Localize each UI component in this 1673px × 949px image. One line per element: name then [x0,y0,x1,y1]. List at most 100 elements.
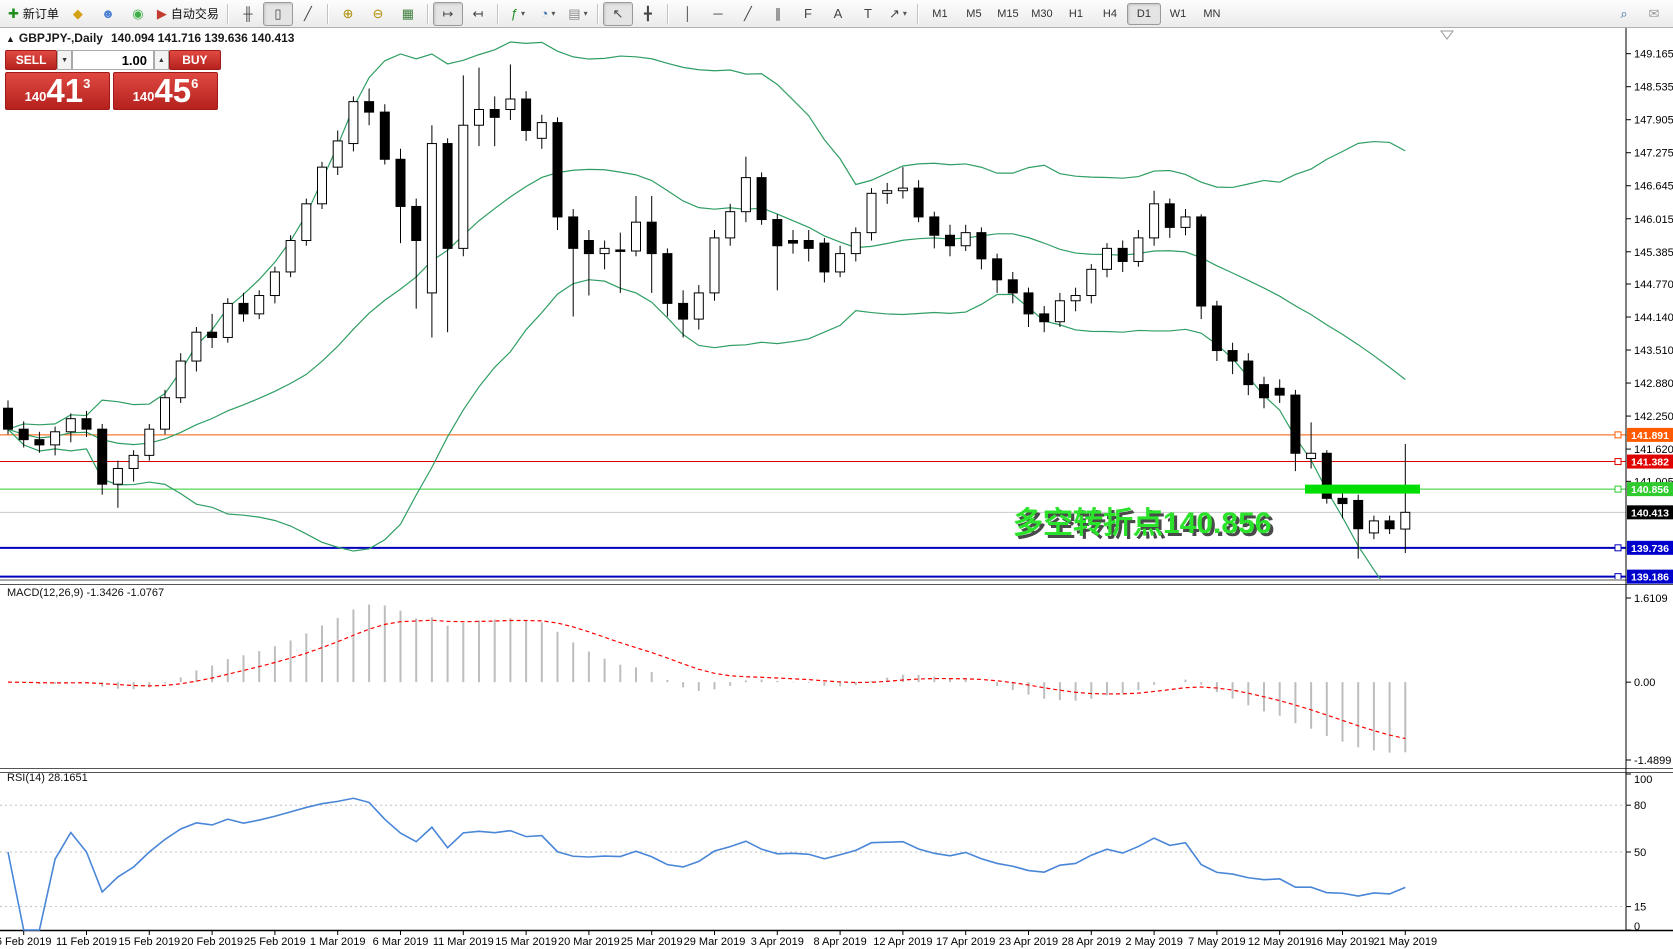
svg-text:141.891: 141.891 [1631,430,1669,442]
crosshair-button[interactable]: ╋ [633,2,663,26]
line-chart-button[interactable]: ╱ [293,2,323,26]
bar-chart-button[interactable]: ╫ [233,2,263,26]
svg-text:1 Mar 2019: 1 Mar 2019 [310,936,366,948]
candle-body [1227,350,1238,362]
candle-body [772,219,783,247]
svg-text:0.00: 0.00 [1634,677,1655,689]
timeframe-button-H1[interactable]: H1 [1068,7,1083,20]
candle-body [646,221,657,255]
arrows-button[interactable]: ↗ ▾ [883,2,913,26]
candle-body [442,143,453,249]
svg-text:25 Mar 2019: 25 Mar 2019 [621,936,683,948]
candle-body [788,240,798,244]
arrows-button-icon: ↗ [888,6,900,21]
candle-body [599,247,610,255]
candle-body [1211,305,1222,352]
candle-body [960,232,971,247]
timeframe-button-W1[interactable]: W1 [1169,7,1187,20]
support-highlight-bar[interactable] [1305,484,1420,494]
candle-body [81,418,92,430]
line-handle[interactable] [1614,431,1622,439]
text-button[interactable]: A [823,2,853,26]
chat-icon[interactable]: ✉ [1639,2,1669,26]
toolbar-separator [596,3,599,24]
templates-button[interactable]: ▤ ▾ [563,2,593,26]
svg-text:23 Apr 2019: 23 Apr 2019 [999,936,1058,948]
svg-text:144.770: 144.770 [1634,279,1673,291]
chart-shift-button[interactable]: ↤ [463,2,493,26]
volume-decrease-button[interactable]: ▼ [57,50,72,70]
svg-text:149.165: 149.165 [1634,49,1673,61]
line-handle[interactable] [1614,544,1622,552]
terminal-button[interactable]: ☻ [93,2,123,26]
scroll-marker-icon[interactable] [1440,30,1454,40]
timeframe-button-M30[interactable]: M30 [1031,7,1053,20]
buy-button[interactable]: BUY [168,50,221,70]
timeframe-button-M15[interactable]: M15 [997,7,1019,20]
volume-input[interactable] [72,50,154,70]
candle-body [913,187,924,218]
line-handle[interactable] [1614,485,1622,493]
candle-body [897,187,908,192]
candlestick-chart-button[interactable]: ▯ [262,1,293,26]
buy-price-display[interactable]: 140 45 6 [113,72,218,110]
price-badge-141.382 [1627,454,1673,469]
line-handle[interactable] [1614,458,1622,466]
periods-button[interactable]: ◔ ▾ [533,2,563,26]
timeframe-button-MN[interactable]: MN [1203,7,1221,20]
news-button[interactable]: ◉ [123,2,153,26]
timeframe-button-M1[interactable]: M1 [932,7,948,20]
line-handle[interactable] [1614,573,1622,580]
candle-body [1007,279,1018,294]
timeframe-button-H4[interactable]: H4 [1102,7,1117,20]
channel-button[interactable]: ∥ [763,2,793,26]
volume-increase-button[interactable]: ▲ [154,50,169,70]
channel-button-icon: ∥ [774,6,782,21]
zoom-out-button[interactable]: ⊖ [363,2,393,26]
dropdown-caret-icon[interactable]: ▾ [551,9,556,18]
candle-body [850,232,861,255]
cursor-button[interactable]: ↖ [602,1,633,26]
auto-scroll-button[interactable]: ↦ [432,1,463,26]
vertical-line-button[interactable]: │ [673,2,703,26]
candle-body [1117,247,1128,262]
profiles-button[interactable]: ◆ [63,2,93,26]
dropdown-caret-icon[interactable]: ▾ [583,9,588,18]
sell-button[interactable]: SELL [5,50,58,70]
timeframe-button-D1[interactable]: D1 [1126,2,1161,25]
line-chart-button-icon: ╱ [304,6,312,21]
label-button[interactable]: T [853,2,883,26]
svg-text:17 Apr 2019: 17 Apr 2019 [936,936,995,948]
new-order-button[interactable]: ✚ 新订单 [4,2,63,26]
candle-body [693,292,704,320]
svg-text:7 May 2019: 7 May 2019 [1188,936,1245,948]
auto-trading-button[interactable]: ▶ 自动交易 [153,2,223,26]
timeframe-button-M5[interactable]: M5 [966,7,982,20]
zoom-in-button[interactable]: ⊕ [333,2,363,26]
macd-histogram [22,604,1407,753]
auto-trading-button-icon: ▶ [156,6,167,21]
pivot-annotation-text[interactable]: 多空转折点140.856 [1013,507,1272,540]
trendline-button[interactable]: ╱ [733,2,763,26]
horizontal-line-button[interactable]: ─ [703,2,733,26]
fibonacci-button[interactable]: F [793,2,823,26]
candle-body [269,271,280,297]
tile-windows-button[interactable]: ▦ [393,2,423,26]
candle-body [160,397,170,430]
candle-body [882,190,893,194]
macd-label: MACD(12,26,9) -1.3426 -1.0767 [7,587,165,599]
candle-body [1400,511,1411,530]
bollinger-middle-band [7,168,1406,446]
dropdown-caret-icon[interactable]: ▾ [902,9,907,18]
horizontal-line-button-icon: ─ [713,6,723,21]
svg-text:21 May 2019: 21 May 2019 [1373,936,1437,948]
candle-body [222,302,233,338]
svg-text:139.186: 139.186 [1631,572,1669,584]
dropdown-caret-icon[interactable]: ▾ [521,9,526,18]
sell-price-display[interactable]: 140 41 3 [5,72,110,110]
rsi-line [7,797,1406,931]
indicators-button[interactable]: ƒ ▾ [503,2,533,26]
svg-text:140.413: 140.413 [1631,507,1669,519]
search-icon[interactable]: ⌕ [1609,2,1639,26]
svg-text:6 Feb 2019: 6 Feb 2019 [0,936,52,948]
